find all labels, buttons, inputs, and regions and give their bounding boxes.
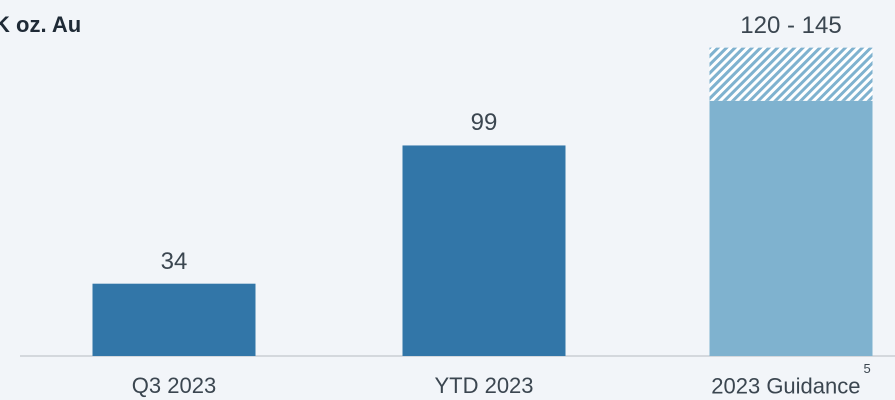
unit-label: K oz. Au — [0, 12, 82, 37]
bar-q3-2023 — [92, 283, 256, 356]
value-label-q3-2023: 34 — [160, 247, 188, 275]
value-label-2023-guidance: 120 - 145 — [740, 11, 842, 39]
value-label-ytd-2023: 99 — [470, 109, 498, 137]
category-label-ytd-2023: YTD 2023 — [434, 373, 534, 398]
footnote-marker: 5 — [863, 361, 871, 376]
category-label-2023-guidance: 2023 Guidance5 — [711, 361, 871, 399]
bar-ytd-2023 — [402, 145, 566, 356]
category-label-q3-2023: Q3 2023 — [131, 373, 217, 398]
bar-2023-guidance-range — [709, 47, 873, 101]
bar-2023-guidance-low — [709, 100, 873, 357]
